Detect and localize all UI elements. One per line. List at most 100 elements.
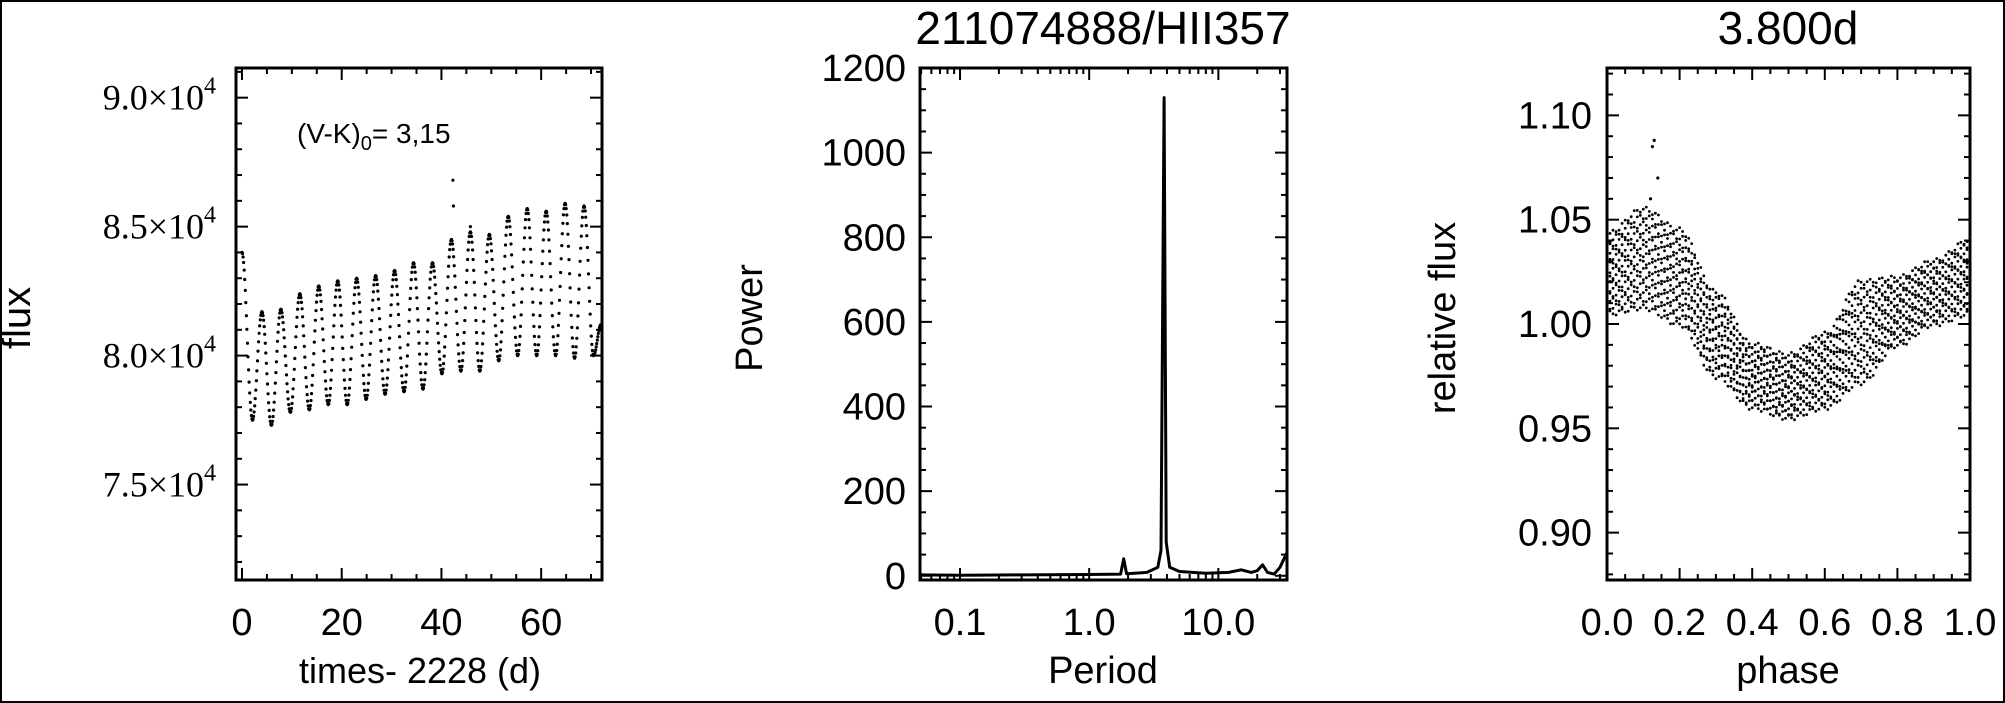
data-point: [1714, 325, 1718, 329]
data-point: [484, 259, 489, 264]
data-point: [1838, 367, 1842, 370]
data-point: [1778, 374, 1781, 377]
y-tick-label: 7.5×104: [103, 461, 216, 505]
data-point: [1641, 267, 1645, 270]
data-point: [1868, 316, 1872, 320]
data-point: [1708, 308, 1712, 312]
data-point: [1635, 248, 1639, 252]
data-point: [1817, 389, 1821, 393]
data-point: [327, 398, 331, 402]
y-tick-label: 8.0×104: [103, 332, 216, 376]
data-point: [1817, 352, 1821, 356]
data-point: [1681, 270, 1684, 274]
data-point: [378, 327, 382, 332]
data-point: [1772, 361, 1775, 364]
data-point: [1708, 328, 1712, 332]
data-point: [1696, 303, 1700, 306]
data-point: [1657, 292, 1660, 295]
data-point: [488, 233, 492, 237]
data-point: [523, 218, 528, 222]
data-point: [1944, 293, 1948, 296]
data-point: [1657, 232, 1660, 236]
data-point: [1723, 346, 1727, 350]
data-point: [1935, 257, 1939, 260]
data-point: [541, 238, 546, 242]
data-point: [1678, 305, 1681, 309]
data-point: [1644, 217, 1648, 220]
data-point: [1666, 237, 1669, 240]
data-point: [1838, 328, 1842, 332]
data-point: [355, 277, 359, 281]
data-point: [1886, 343, 1890, 347]
data-point: [1814, 365, 1818, 368]
data-point: [1944, 270, 1948, 274]
data-point: [498, 348, 503, 352]
data-point: [1732, 373, 1736, 376]
data-point: [1944, 253, 1948, 257]
data-point: [262, 318, 266, 322]
data-point: [1681, 230, 1684, 233]
data-point: [1702, 328, 1706, 332]
data-point: [265, 372, 269, 376]
data-point: [1965, 261, 1969, 265]
data-point: [1874, 302, 1878, 305]
data-point: [1856, 359, 1860, 363]
data-point: [1632, 221, 1636, 224]
data-point: [1747, 399, 1751, 403]
data-point: [491, 267, 495, 271]
data-point: [1617, 250, 1621, 254]
data-point: [1663, 245, 1666, 249]
data-point: [1647, 214, 1651, 218]
data-point: [1947, 297, 1951, 301]
data-point: [466, 257, 470, 262]
data-point: [1874, 340, 1878, 344]
data-point: [1765, 407, 1769, 411]
data-point: [1729, 330, 1733, 334]
data-point: [444, 323, 448, 327]
data-point: [1669, 278, 1672, 282]
data-point: [1711, 355, 1715, 359]
data-point: [287, 403, 291, 407]
data-point: [561, 213, 566, 217]
data-point: [1826, 408, 1830, 411]
data-point: [1935, 309, 1939, 313]
data-point: [362, 382, 366, 386]
data-point: [1605, 235, 1609, 239]
data-point: [1735, 389, 1739, 392]
data-point: [1871, 374, 1875, 377]
data-point: [1720, 364, 1724, 367]
data-point: [1644, 288, 1648, 292]
data-point: [1693, 299, 1697, 303]
data-point: [1641, 281, 1645, 284]
data-point: [1823, 344, 1827, 348]
data-point: [1684, 297, 1688, 301]
data-point: [1654, 226, 1657, 229]
data-point: [578, 273, 582, 277]
data-point: [1705, 347, 1709, 350]
data-point: [1841, 318, 1845, 322]
data-point: [261, 314, 265, 318]
data-point: [1765, 361, 1769, 365]
data-point: [1675, 316, 1678, 320]
data-point: [1868, 358, 1872, 362]
x-tick-label: 0.6: [1798, 602, 1851, 644]
data-point: [451, 247, 455, 251]
data-point: [483, 294, 487, 298]
data-point: [1750, 346, 1754, 349]
data-point: [1744, 353, 1748, 356]
data-point: [1820, 352, 1824, 355]
data-point: [461, 359, 465, 363]
data-point: [1735, 352, 1739, 355]
data-point: [1781, 379, 1784, 382]
data-point: [1693, 253, 1697, 257]
data-point: [1944, 262, 1948, 265]
data-point: [418, 352, 422, 356]
data-point: [357, 292, 361, 296]
data-point: [1823, 374, 1827, 378]
data-point: [403, 385, 407, 389]
data-point: [585, 245, 590, 250]
data-point: [1841, 313, 1845, 317]
data-point: [1678, 263, 1681, 267]
data-point: [453, 285, 457, 289]
data-point: [1917, 277, 1920, 281]
